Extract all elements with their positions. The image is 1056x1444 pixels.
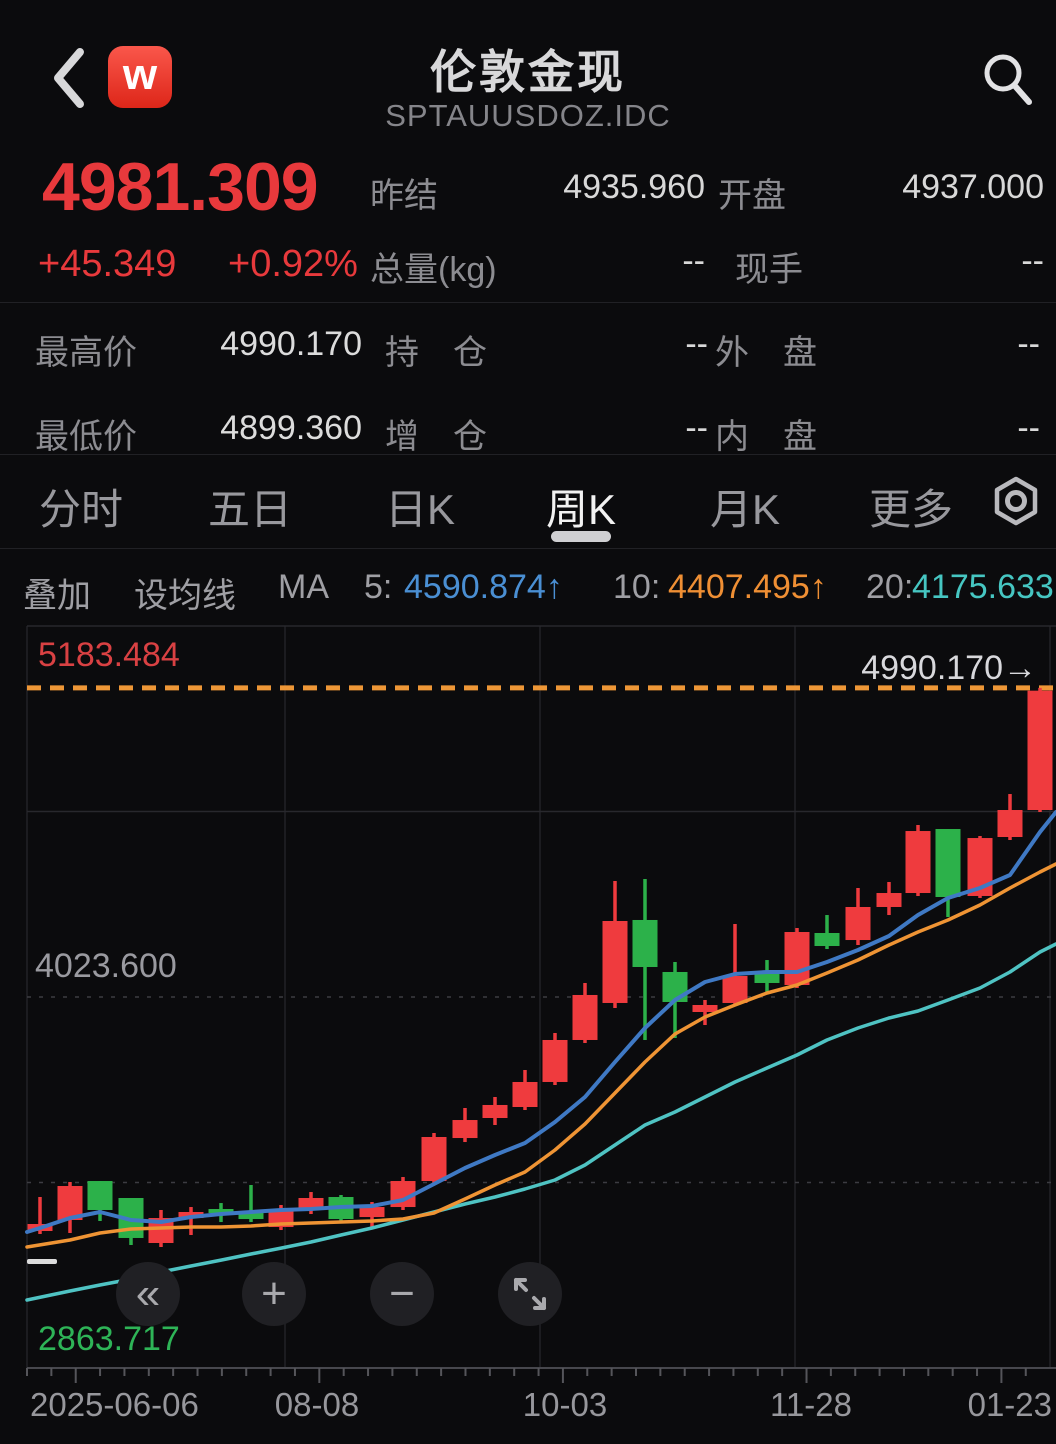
stat-value: -- [682,242,705,280]
active-tab-underline [551,531,611,542]
back-icon[interactable] [50,46,90,110]
zoom-out-button[interactable]: − [370,1262,434,1326]
stat-value: -- [685,409,708,447]
stat-label: 外 盘 [715,334,817,372]
ma20-key: 20: [866,568,914,606]
stat-label: 最低价 [35,418,137,456]
ma5-key: 5: [364,568,393,606]
last-price: 4981.309 [42,149,319,225]
x-tick-label: 2025-06-06 [30,1386,199,1423]
ma-prefix: MA [278,568,329,606]
minus-icon: − [389,1269,415,1318]
instrument-code: SPTAUUSDOZ.IDC [385,98,671,133]
wind-app-logo[interactable]: w [108,46,172,108]
logo-letter: w [122,50,158,99]
ma20-value: 4175.633 [912,568,1054,606]
overlay-button[interactable]: 叠加 [23,577,91,615]
stat-value: -- [1017,325,1040,363]
stat-label: 最高价 [35,334,137,372]
divider [0,548,1056,549]
tab-five-day[interactable]: 五日 [207,486,293,533]
stat-label: 开盘 [718,177,786,215]
fullscreen-button[interactable] [498,1262,562,1326]
stat-value: -- [1021,242,1044,280]
tab-minute[interactable]: 分时 [38,486,124,533]
session-high-label: 4990.170→ [861,649,1037,687]
stat-label: 增 仓 [385,418,487,456]
divider [0,454,1056,455]
ma20-line [25,942,1056,1302]
stat-value: 4935.960 [563,168,705,206]
x-tick-label: 10-03 [523,1386,607,1423]
chart-render-layer [25,625,1056,1383]
collapse-toolbar-button[interactable]: « [116,1262,180,1326]
tab-more[interactable]: 更多 [868,486,954,533]
ma5-line [25,810,1056,1234]
ma10-line [25,862,1056,1249]
stat-value: -- [685,325,708,363]
stat-label: 内 盘 [715,418,817,456]
y-label-min: 2863.717 [38,1320,180,1358]
ma5-value: 4590.874↑ [404,568,563,606]
x-tick-label: 01-23 [968,1386,1052,1423]
ma10-key: 10: [613,568,661,606]
stat-value: 4990.170 [220,325,362,363]
search-icon[interactable] [982,50,1036,108]
stat-value: 4899.360 [220,409,362,447]
price-change-pct: +0.92% [228,243,358,285]
tab-daily-k[interactable]: 日K [384,486,456,533]
ma10-value: 4407.495↑ [668,568,827,606]
divider [0,302,1056,303]
kline-chart[interactable]: 5183.484 4023.600 2863.717 4990.170→ 202… [0,622,1056,1439]
y-label-max: 5183.484 [38,636,180,674]
price-change: +45.349 [38,243,177,285]
tab-weekly-k[interactable]: 周K [545,486,617,533]
plus-icon: + [261,1269,287,1318]
chart-settings-icon[interactable] [993,476,1039,526]
stat-label: 持 仓 [385,334,487,372]
stat-label: 总量(kg) [370,251,497,289]
stat-value: 4937.000 [902,168,1044,206]
expand-arrows-icon [514,1278,546,1310]
stat-label: 现手 [735,251,803,289]
stat-label: 昨结 [370,177,438,215]
drawer-handle-dash [27,1259,57,1264]
x-tick-label: 08-08 [275,1386,359,1423]
y-label-mid: 4023.600 [35,947,177,985]
x-tick-label: 11-28 [770,1386,852,1423]
set-ma-button[interactable]: 设均线 [134,577,236,615]
zoom-in-button[interactable]: + [242,1262,306,1326]
stat-value: -- [1017,409,1040,447]
double-chevron-left-icon: « [135,1269,161,1318]
page-title: 伦敦金现 [430,46,626,98]
x-axis-labels: 2025-06-06 08-08 10-03 11-28 01-23 [30,1386,1052,1423]
tab-monthly-k[interactable]: 月K [709,486,781,533]
